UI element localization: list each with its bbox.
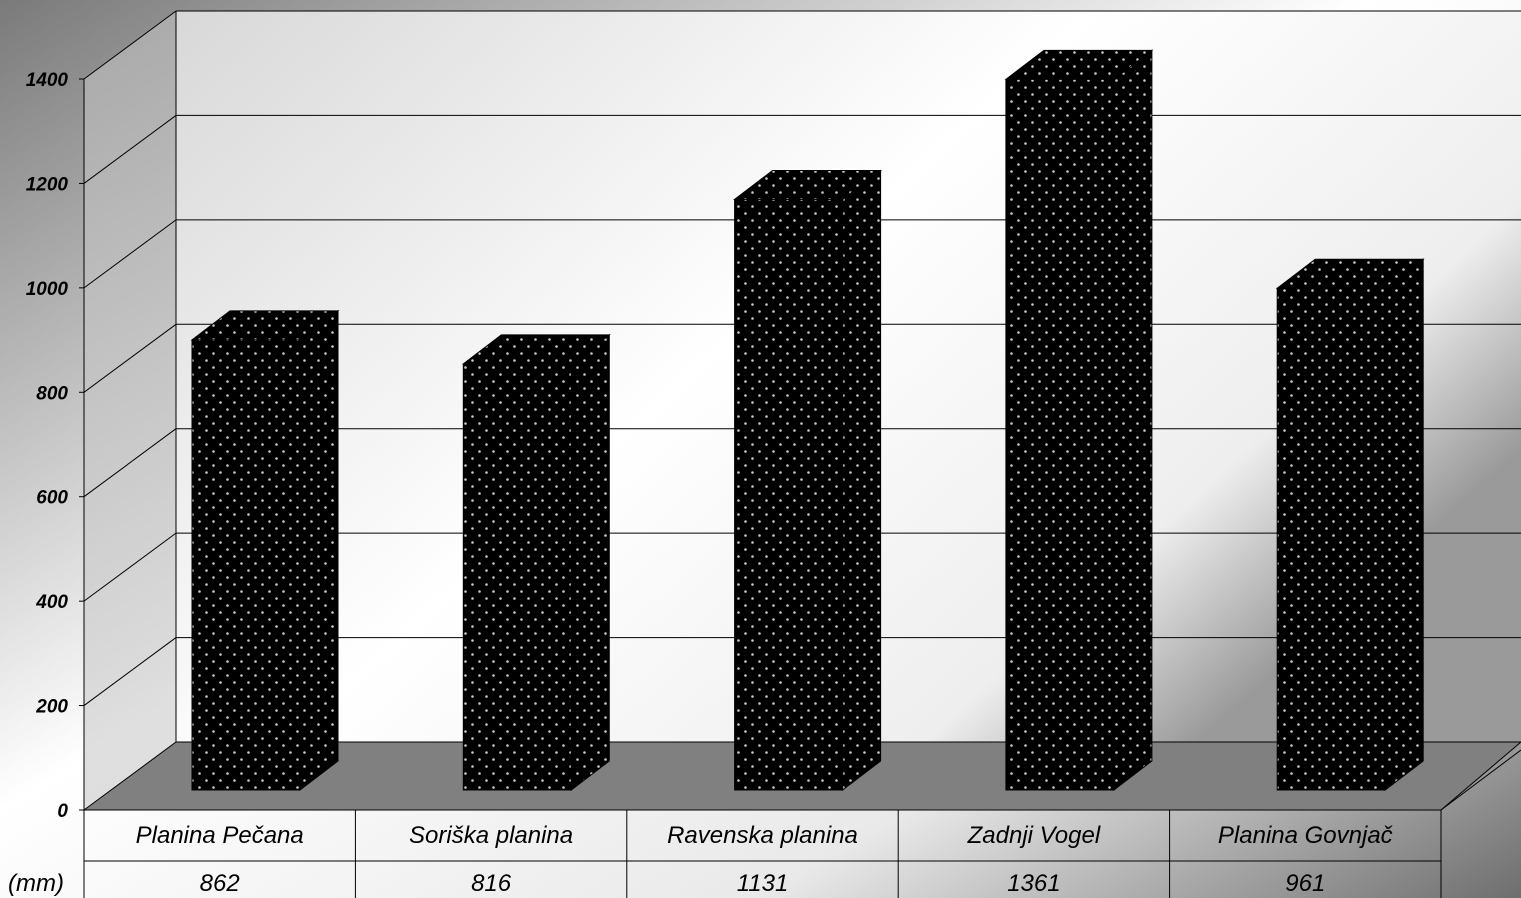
value-label: 862 (200, 870, 240, 897)
bar (1004, 49, 1154, 792)
y-tick-label: 1200 (26, 174, 69, 195)
floor-right-edge (1440, 749, 1521, 811)
bar (733, 169, 883, 792)
category-label: Ravenska planina (667, 822, 858, 849)
y-tick-label: 600 (36, 488, 68, 509)
value-label: 961 (1285, 870, 1325, 897)
bar-front (462, 363, 572, 791)
bars (190, 49, 1425, 792)
bar-side (570, 333, 610, 792)
bar-side (842, 169, 882, 792)
gridline-diagonal (83, 115, 177, 184)
y-tick-label: 1000 (26, 279, 69, 300)
value-label: 1131 (737, 870, 789, 897)
y-tick-labels: 0 200 400 600 800 1000 1200 1400 (26, 70, 84, 822)
value-label: 1361 (1007, 870, 1060, 897)
bar-side (1384, 258, 1424, 792)
bar-front (1005, 78, 1115, 791)
bar (190, 309, 340, 792)
data-table: (mm) Planina Pečana 862 Soriška planina 816… (8, 809, 1442, 898)
value-label: 816 (471, 870, 512, 897)
y-tick-label: 800 (36, 383, 68, 404)
gridline-diagonal (83, 532, 177, 602)
category-label: Zadnji Vogel (967, 822, 1101, 849)
bar (1275, 258, 1425, 792)
side-wall (84, 11, 176, 810)
gridline-diagonal (83, 219, 177, 289)
gridline-diagonal (83, 637, 177, 706)
y-axis: 0 200 400 600 800 1000 1200 1400 (26, 11, 177, 822)
bar-side (299, 309, 339, 792)
category-label: Planina Govnjač (1218, 822, 1393, 849)
table-unit-label: (mm) (8, 870, 64, 897)
gridline-diagonal (83, 10, 177, 80)
y-tick-label: 1400 (26, 70, 69, 91)
y-tick-label: 0 (57, 801, 68, 822)
y-tick-label: 200 (35, 697, 68, 718)
category-label: Soriška planina (409, 822, 573, 849)
category-label: Planina Pečana (136, 822, 304, 849)
gridline-diagonal (83, 323, 177, 393)
bar-front (734, 198, 844, 791)
bar-front (1276, 287, 1386, 791)
y-tick-label: 400 (35, 592, 68, 613)
bar-front (191, 339, 301, 791)
gridline-diagonal (83, 428, 177, 498)
bar (461, 333, 611, 792)
bar-side (1113, 49, 1153, 792)
